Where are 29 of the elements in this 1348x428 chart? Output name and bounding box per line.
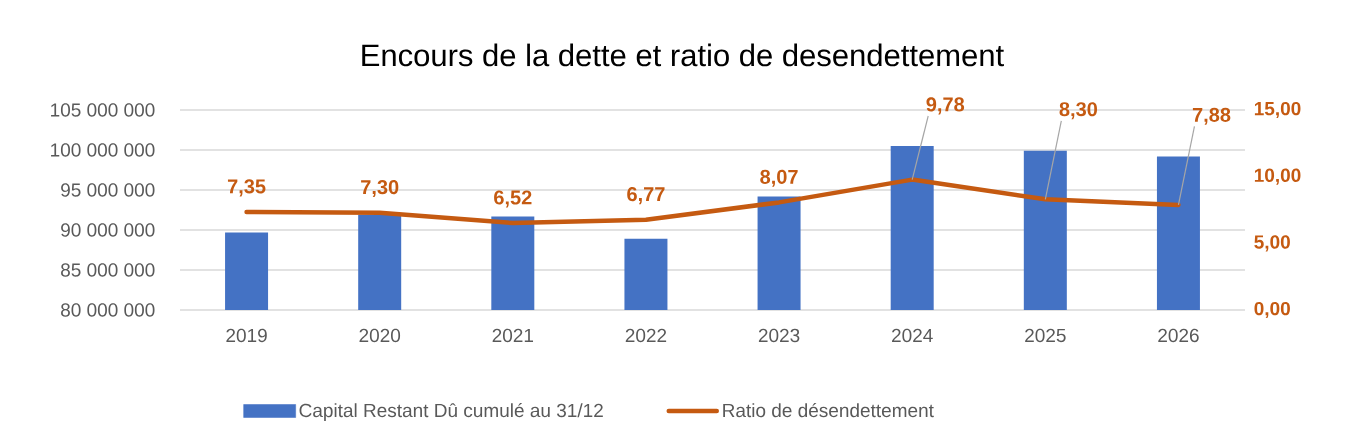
x-tick-label: 2026 — [1158, 328, 1199, 343]
data-label: 6,77 — [627, 187, 665, 205]
y-tick-label: 100 000 000 — [51, 143, 155, 157]
y-tick-label: 105 000 000 — [51, 103, 155, 117]
y-tick-label: 80 000 000 — [61, 303, 155, 317]
data-label: 8,07 — [760, 169, 798, 187]
legend-label: Ratio de désendettement — [723, 403, 934, 418]
y-tick-label: 95 000 000 — [61, 183, 155, 197]
chart-title: Encours de la dette et ratio de desendettement — [362, 43, 1004, 67]
x-tick-label: 2022 — [625, 328, 667, 343]
legend-label: Capital Restant Dû cumulé au 31/12 — [299, 403, 603, 421]
data-label: 7,30 — [361, 180, 399, 198]
x-tick-label: 2019 — [226, 328, 267, 343]
x-tick-label: 2024 — [892, 328, 933, 343]
x-tick-label: 2021 — [492, 328, 534, 343]
y-tick-label: 90 000 000 — [61, 223, 155, 237]
data-label: 7,35 — [227, 179, 266, 197]
x-tick-label: 2023 — [758, 328, 800, 343]
x-tick-label: 2020 — [359, 328, 401, 343]
data-label: 6,52 — [494, 190, 532, 208]
y2-tick-label: 10,00 — [1254, 168, 1301, 185]
y2-tick-label: 0,00 — [1254, 301, 1290, 319]
data-label: 7,88 — [1192, 107, 1231, 125]
y-tick-label: 85 000 000 — [61, 263, 155, 277]
data-label: 9,78 — [926, 97, 965, 115]
y2-tick-label: 5,00 — [1254, 235, 1290, 252]
data-label: 8,30 — [1059, 102, 1098, 120]
y2-tick-label: 15,00 — [1254, 101, 1301, 119]
x-tick-label: 2025 — [1025, 328, 1066, 343]
